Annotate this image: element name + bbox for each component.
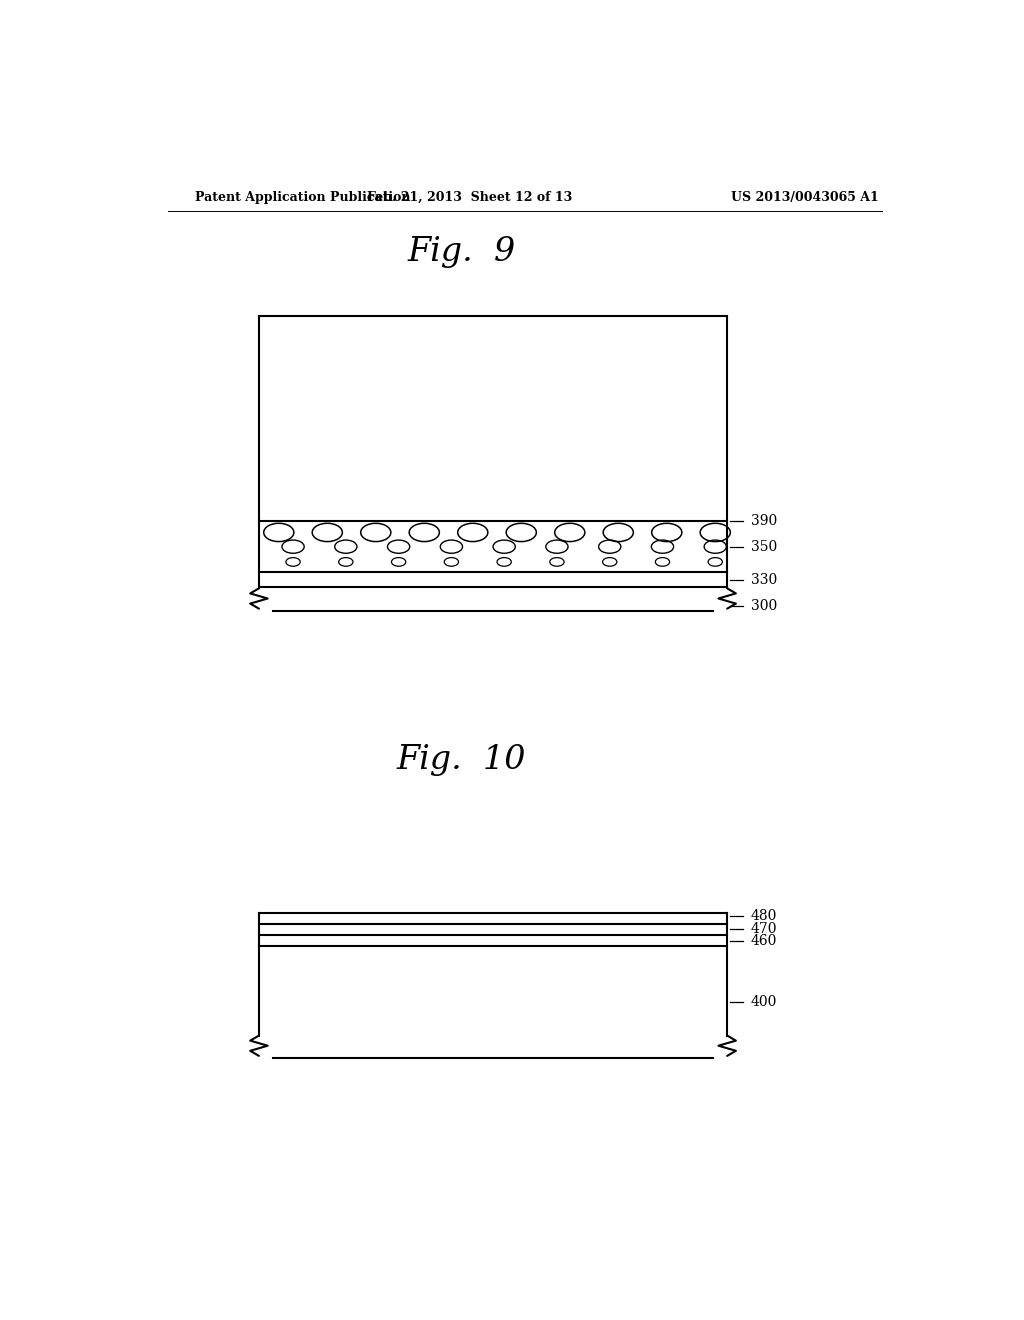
Text: Patent Application Publication: Patent Application Publication bbox=[196, 190, 411, 203]
Text: Fig.  10: Fig. 10 bbox=[396, 744, 526, 776]
Text: 400: 400 bbox=[751, 995, 777, 1008]
Text: 350: 350 bbox=[751, 540, 777, 553]
Text: US 2013/0043065 A1: US 2013/0043065 A1 bbox=[731, 190, 879, 203]
Text: Feb. 21, 2013  Sheet 12 of 13: Feb. 21, 2013 Sheet 12 of 13 bbox=[367, 190, 571, 203]
Text: 300: 300 bbox=[751, 598, 777, 612]
Text: 330: 330 bbox=[751, 573, 777, 587]
Text: 480: 480 bbox=[751, 908, 777, 923]
Text: 460: 460 bbox=[751, 935, 777, 948]
Text: 470: 470 bbox=[751, 921, 777, 936]
Text: 390: 390 bbox=[751, 515, 777, 528]
Text: Fig.  9: Fig. 9 bbox=[408, 236, 515, 268]
